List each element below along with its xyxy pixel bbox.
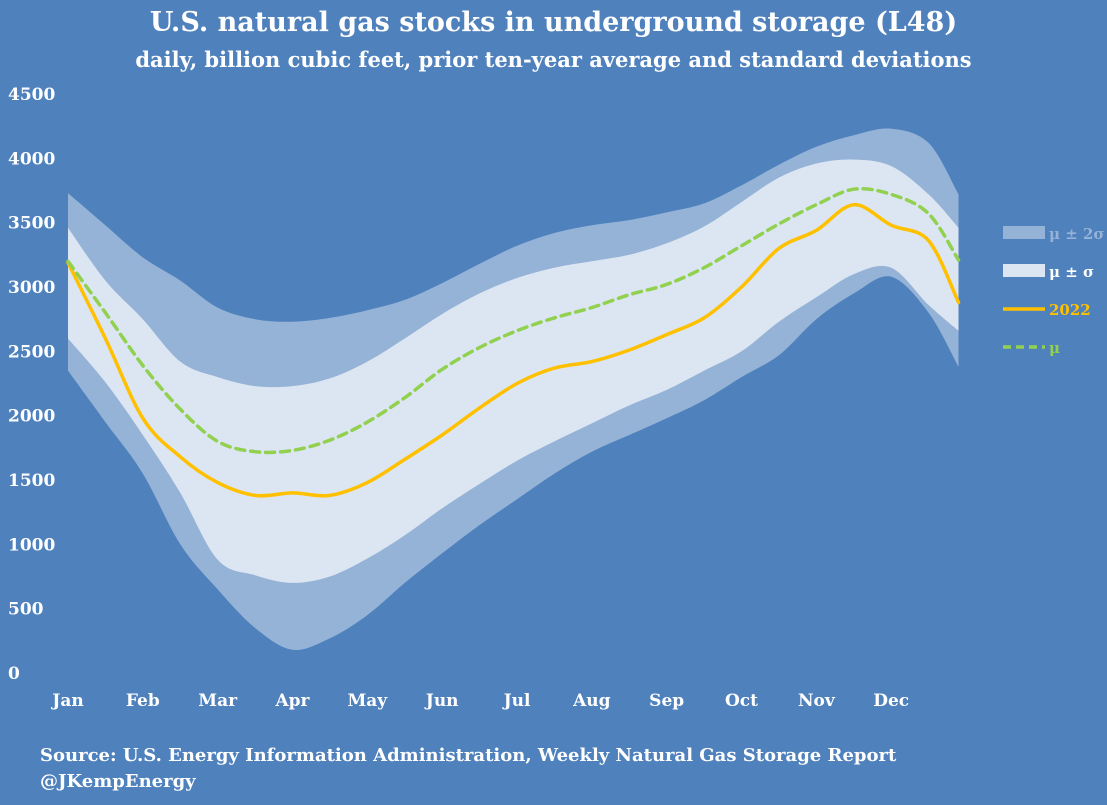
x-tick-label: Aug xyxy=(572,691,611,711)
x-tick-label: Mar xyxy=(198,691,238,711)
series-line-mean xyxy=(66,186,961,455)
y-tick-label: 3500 xyxy=(8,214,55,234)
x-tick-label: Feb xyxy=(126,691,160,711)
x-tick-label: Jul xyxy=(502,691,531,711)
y-tick-label: 0 xyxy=(8,664,20,684)
x-tick-label: May xyxy=(347,691,388,711)
legend-label: μ xyxy=(1049,339,1060,357)
x-axis-ticks: Jan Feb Mar Apr May Jun Jul Aug Sep Oct Nov Dec xyxy=(50,691,909,711)
y-tick-label: 4500 xyxy=(8,85,55,105)
source-note: Source: U.S. Energy Information Administ… xyxy=(40,743,896,795)
x-tick-label: Sep xyxy=(649,691,684,711)
bands-layer xyxy=(68,128,959,651)
y-tick-label: 2000 xyxy=(8,407,55,427)
y-tick-label: 1000 xyxy=(8,535,55,555)
lines-layer xyxy=(66,186,961,498)
y-tick-label: 500 xyxy=(8,600,44,620)
legend: μ ± 2σ μ ± σ 2022 μ xyxy=(1003,225,1105,357)
legend-swatch xyxy=(1003,264,1045,277)
band-one-sigma xyxy=(68,159,959,583)
legend-label: μ ± 2σ xyxy=(1049,225,1105,243)
x-tick-label: Jan xyxy=(50,691,83,711)
y-tick-label: 4000 xyxy=(8,149,55,169)
author-handle: @JKempEnergy xyxy=(40,771,196,792)
source-line: Source: U.S. Energy Information Administ… xyxy=(40,745,897,766)
x-tick-label: Oct xyxy=(725,691,758,711)
y-tick-label: 3000 xyxy=(8,278,55,298)
x-tick-label: Jun xyxy=(424,691,459,711)
legend-swatch xyxy=(1003,226,1045,239)
series-line-2022 xyxy=(66,202,961,498)
legend-label: 2022 xyxy=(1049,301,1091,319)
chart-title: U.S. natural gas stocks in underground s… xyxy=(149,7,958,38)
legend-item: 2022 xyxy=(1003,301,1091,319)
legend-item: μ xyxy=(1003,339,1060,357)
legend-item: μ ± σ xyxy=(1003,263,1094,281)
legend-label: μ ± σ xyxy=(1049,263,1094,281)
y-tick-label: 2500 xyxy=(8,342,55,362)
chart-subtitle: daily, billion cubic feet, prior ten-yea… xyxy=(135,47,972,72)
y-axis-ticks: 0 500 1000 1500 2000 2500 3000 3500 4000 4500 xyxy=(8,85,55,684)
y-tick-label: 1500 xyxy=(8,471,55,491)
x-tick-label: Apr xyxy=(274,691,310,711)
legend-item: μ ± 2σ xyxy=(1003,225,1105,243)
x-tick-label: Dec xyxy=(873,691,909,711)
x-tick-label: Nov xyxy=(798,691,836,711)
